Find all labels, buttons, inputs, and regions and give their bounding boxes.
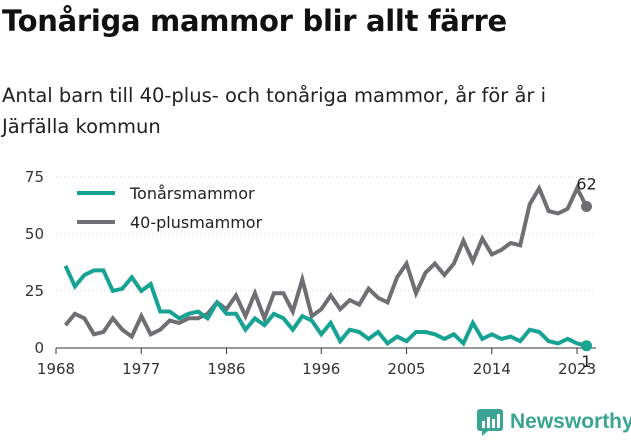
end-label-tonarsmammor: 1	[581, 352, 591, 371]
y-tick-label: 0	[34, 339, 44, 357]
x-tick-label: 1968	[37, 360, 75, 378]
y-tick-label: 75	[25, 168, 44, 186]
legend-label-40-plusmammor: 40-plusmammor	[130, 213, 263, 232]
y-axis-ticks: 0 25 50 75	[25, 168, 44, 357]
x-tick-label: 2005	[387, 360, 425, 378]
x-tick-label: 1977	[122, 360, 160, 378]
series-end-point	[581, 201, 593, 213]
chart-title: Tonåriga mammor blir allt färre	[2, 4, 507, 38]
end-labels: 62 1	[576, 175, 596, 371]
legend-label-tonarsmammor: Tonårsmammor	[129, 184, 255, 203]
legend: Tonårsmammor 40-plusmammor	[77, 184, 263, 232]
series-line-40-plusmammor	[63, 183, 589, 340]
brand-name: Newsworthy	[510, 410, 631, 433]
x-tick-label: 2023	[558, 360, 596, 378]
series-line-tonarsmammor	[63, 264, 587, 348]
chart-subtitle: Antal barn till 40-plus- och tonåriga ma…	[2, 84, 547, 138]
y-tick-label: 25	[25, 282, 44, 300]
x-tick-label: 1986	[207, 360, 245, 378]
end-label-40-plusmammor: 62	[576, 175, 596, 194]
newsworthy-logo-icon	[477, 409, 503, 436]
series-layer	[63, 183, 593, 352]
y-tick-label: 50	[25, 225, 44, 243]
x-tick-label: 2014	[473, 360, 511, 378]
series-end-point	[581, 340, 593, 352]
x-axis-ticks: 1968 1977 1986 1996 2005 2014 2023	[37, 348, 596, 378]
newsworthy-brand: Newsworthy	[476, 404, 631, 440]
x-tick-label: 1996	[302, 360, 340, 378]
